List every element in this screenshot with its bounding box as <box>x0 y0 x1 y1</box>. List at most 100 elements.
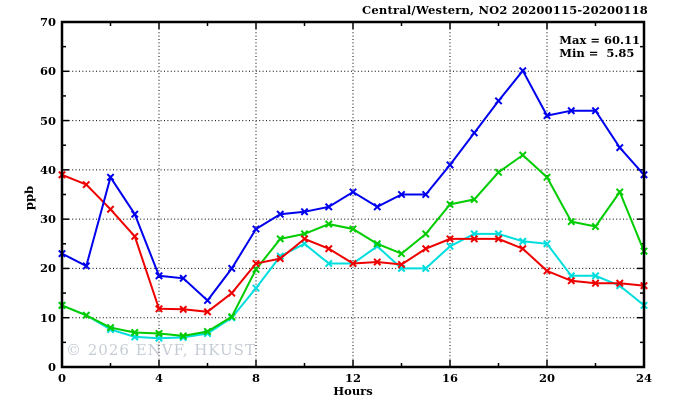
min-value-label: Min = 5.85 <box>559 46 635 60</box>
marker-green-line <box>397 249 406 258</box>
marker-red-line <box>203 307 212 316</box>
marker-green-line <box>567 217 576 226</box>
marker-cyan-line <box>543 239 551 248</box>
marker-green-line <box>615 188 624 196</box>
marker-red-line <box>227 289 236 297</box>
marker-red-line <box>300 234 309 243</box>
marker-red-line <box>446 234 454 243</box>
y-tick-label: 70 <box>39 15 56 29</box>
x-tick-label: 0 <box>57 371 66 385</box>
marker-blue-line <box>349 188 357 196</box>
marker-red-line <box>82 180 91 189</box>
marker-blue-line <box>203 296 212 305</box>
marker-cyan-line <box>591 271 600 280</box>
marker-blue-line <box>252 225 260 233</box>
y-tick-label: 0 <box>47 360 56 374</box>
x-tick-label: 8 <box>251 371 260 385</box>
marker-green-line <box>106 323 115 332</box>
marker-green-line <box>470 195 479 204</box>
marker-red-line <box>518 244 527 253</box>
marker-blue-line <box>276 210 285 219</box>
y-tick-label: 20 <box>39 261 56 276</box>
marker-red-line <box>155 304 163 313</box>
marker-green-line <box>494 168 503 177</box>
marker-red-line <box>567 276 576 285</box>
watermark: © 2026 ENVF, HKUST <box>66 341 256 359</box>
marker-cyan-line <box>421 264 430 273</box>
marker-blue-line <box>494 96 503 105</box>
marker-green-line <box>518 151 527 159</box>
marker-green-line <box>203 327 212 336</box>
marker-red-line <box>349 259 357 268</box>
marker-red-line <box>421 244 430 253</box>
plot-area <box>58 20 648 369</box>
marker-blue-line <box>446 161 454 169</box>
marker-red-line <box>276 254 285 263</box>
x-axis-title: Hours <box>333 384 373 398</box>
marker-green-line <box>82 311 91 320</box>
marker-red-line <box>615 279 624 288</box>
max-min-annotation: Max = 60.11 Min = 5.85 <box>559 34 640 60</box>
marker-green-line <box>276 234 285 243</box>
marker-blue-line <box>324 202 333 211</box>
marker-green-line <box>446 200 454 209</box>
marker-red-line <box>494 234 503 243</box>
chart-title: Central/Western, NO2 20200115-20200118 <box>362 3 648 17</box>
marker-cyan-line <box>446 242 454 251</box>
marker-red-line <box>397 260 406 269</box>
marker-blue-line <box>373 202 382 211</box>
marker-green-line <box>155 329 163 338</box>
plot-border <box>60 20 646 369</box>
x-tick-label: 24 <box>635 371 652 385</box>
marker-red-line <box>373 258 382 266</box>
y-tick-label: 50 <box>39 113 56 128</box>
marker-green-line <box>130 328 139 337</box>
marker-red-line <box>130 232 139 241</box>
marker-blue-line <box>397 190 406 199</box>
marker-red-line <box>324 244 333 253</box>
marker-green-line <box>591 222 600 231</box>
x-tick-label: 12 <box>344 371 361 385</box>
marker-cyan-line <box>324 259 333 268</box>
marker-green-line <box>324 220 333 228</box>
marker-blue-line <box>518 66 527 75</box>
marker-blue-line <box>300 207 309 216</box>
marker-red-line <box>591 279 600 288</box>
max-value-label: Max = 60.11 <box>559 33 640 47</box>
marker-blue-line <box>543 111 551 120</box>
marker-cyan-line <box>252 284 260 293</box>
y-tick-label: 40 <box>39 162 56 177</box>
marker-blue-line <box>82 262 91 270</box>
marker-green-line <box>373 239 382 248</box>
marker-red-line <box>179 305 188 314</box>
y-axis-title: ppb <box>22 185 36 211</box>
marker-blue-line <box>421 190 430 199</box>
marker-blue-line <box>567 106 576 115</box>
x-tick-label: 4 <box>154 371 163 385</box>
marker-green-line <box>227 312 236 321</box>
marker-blue-line <box>155 271 163 280</box>
marker-green-line <box>349 225 357 233</box>
marker-red-line <box>106 205 115 214</box>
y-tick-label: 30 <box>39 212 56 227</box>
x-tick-label: 16 <box>441 371 458 385</box>
x-tick-label: 20 <box>538 371 555 385</box>
marker-blue-line <box>591 106 600 115</box>
y-tick-label: 60 <box>39 64 56 79</box>
marker-blue-line <box>615 143 624 152</box>
marker-green-line <box>543 173 551 182</box>
marker-blue-line <box>130 210 139 219</box>
marker-blue-line <box>470 128 479 137</box>
y-tick-label: 10 <box>39 310 56 325</box>
marker-green-line <box>421 230 430 238</box>
marker-blue-line <box>179 274 188 283</box>
marker-red-line <box>252 259 260 268</box>
marker-blue-line <box>227 264 236 273</box>
plot-svg <box>58 20 648 369</box>
marker-blue-line <box>106 173 115 182</box>
marker-green-line <box>179 332 188 340</box>
marker-cyan-line <box>518 237 527 246</box>
marker-red-line <box>543 266 551 275</box>
marker-red-line <box>470 234 479 243</box>
